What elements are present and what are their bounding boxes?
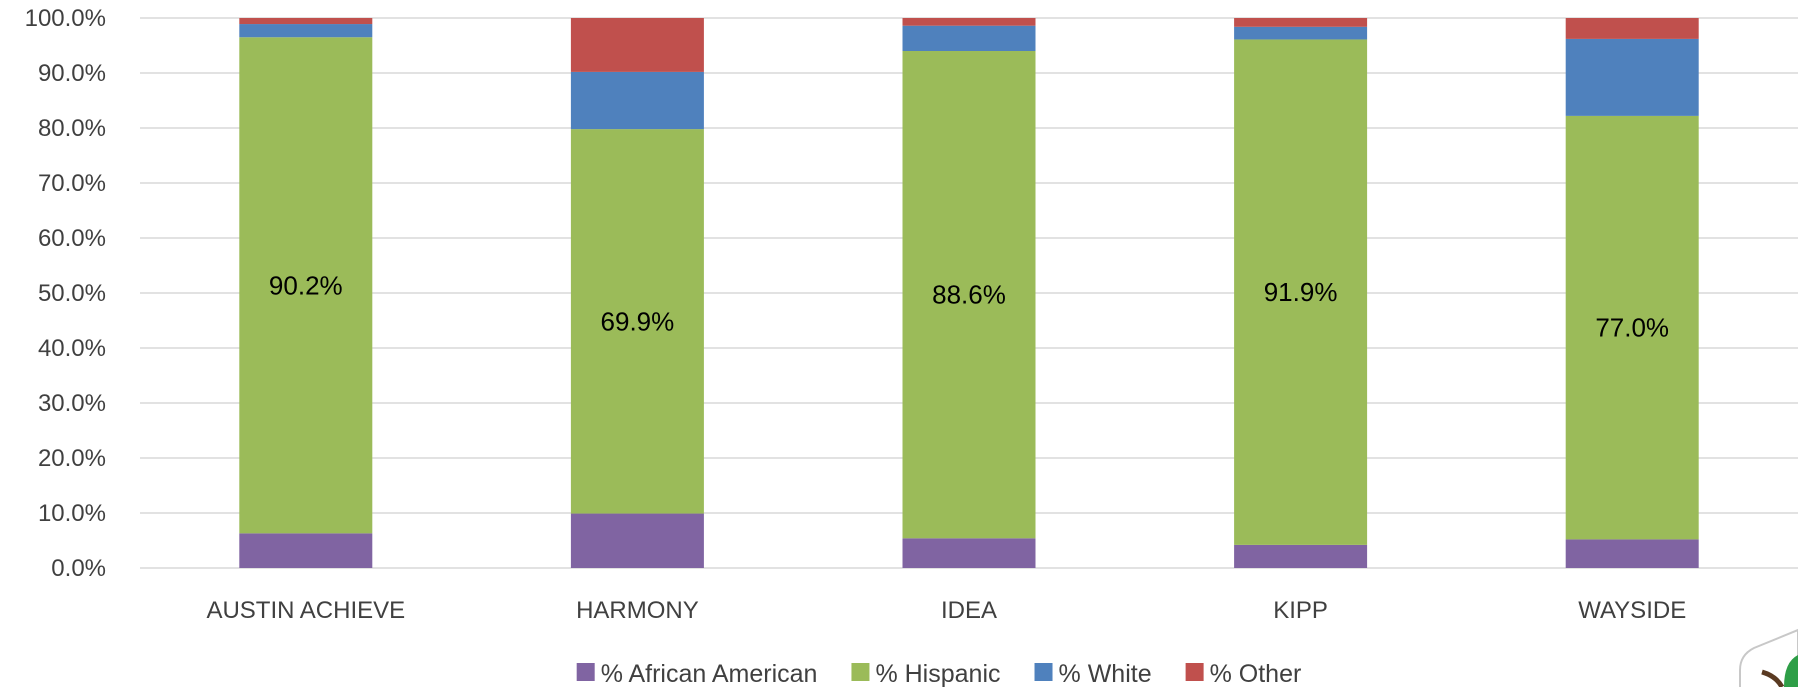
bar-segment — [902, 51, 1036, 539]
bar-segment — [1234, 39, 1368, 545]
y-tick-label: 40.0% — [38, 335, 106, 362]
legend: % African American % Hispanic % White % Oth… — [576, 660, 1302, 687]
leaf-logo-icon — [1739, 628, 1798, 687]
logo-stem — [1761, 669, 1785, 687]
bar-segment — [1565, 115, 1699, 540]
legend-label: % Other — [1210, 660, 1302, 687]
bar-segment — [902, 538, 1036, 568]
y-tick-label: 80.0% — [38, 115, 106, 142]
bar-segment — [570, 129, 704, 514]
legend-label: % Hispanic — [875, 660, 1000, 687]
bar-segment — [1565, 18, 1699, 39]
bar-segment — [1234, 26, 1368, 40]
y-tick-label: 30.0% — [38, 390, 106, 417]
data-labels: 90.2% 69.9% 88.6% 91.9% 77.0% — [269, 270, 1669, 342]
x-tick-label: AUSTIN ACHIEVE — [206, 597, 405, 624]
legend-swatch — [1034, 663, 1053, 681]
data-label: 69.9% — [601, 306, 675, 336]
bar-segment — [239, 18, 373, 25]
bar-segment — [570, 513, 704, 568]
data-label: 91.9% — [1264, 277, 1338, 307]
bar-segment — [902, 25, 1036, 51]
logo-leaf — [1784, 655, 1798, 687]
bar-segment — [570, 71, 704, 130]
bar-segment — [1565, 38, 1699, 116]
bar-segment — [239, 24, 373, 38]
y-tick-label: 50.0% — [38, 280, 106, 307]
legend-label: % White — [1059, 660, 1152, 687]
x-tick-label: WAYSIDE — [1578, 597, 1686, 624]
y-axis: 0.0% 10.0% 20.0% 30.0% 40.0% 50.0% 60.0% 70.0% 8… — [25, 5, 106, 582]
bar-segment — [1234, 544, 1368, 568]
legend-swatch — [1185, 663, 1204, 681]
legend-item: % African American — [576, 660, 818, 687]
bar-segment — [1234, 18, 1368, 27]
x-tick-label: KIPP — [1273, 597, 1328, 624]
y-tick-label: 90.0% — [38, 60, 106, 87]
legend-item: % Other — [1185, 660, 1302, 687]
y-tick-label: 0.0% — [51, 555, 106, 582]
bar-segment — [1565, 539, 1699, 568]
y-tick-label: 70.0% — [38, 170, 106, 197]
y-tick-label: 20.0% — [38, 445, 106, 472]
legend-item: % Hispanic — [851, 660, 1001, 687]
y-tick-label: 100.0% — [25, 5, 106, 32]
bar-segment — [239, 37, 373, 534]
y-tick-label: 10.0% — [38, 500, 106, 527]
legend-label: % African American — [601, 660, 818, 687]
data-label: 88.6% — [932, 280, 1006, 310]
data-label: 90.2% — [269, 270, 343, 300]
legend-swatch — [576, 663, 595, 681]
data-label: 77.0% — [1595, 313, 1669, 343]
y-tick-label: 60.0% — [38, 225, 106, 252]
x-axis: AUSTIN ACHIEVE HARMONY IDEA KIPP WAYSIDE — [206, 597, 1686, 624]
bars — [239, 18, 1699, 568]
x-tick-label: HARMONY — [576, 597, 699, 624]
legend-item: % White — [1034, 660, 1152, 687]
bar-segment — [239, 533, 373, 568]
logo-frame — [1739, 628, 1798, 687]
bar-segment — [570, 18, 704, 72]
legend-swatch — [851, 663, 870, 681]
bar-segment — [902, 18, 1036, 26]
x-tick-label: IDEA — [941, 597, 997, 624]
